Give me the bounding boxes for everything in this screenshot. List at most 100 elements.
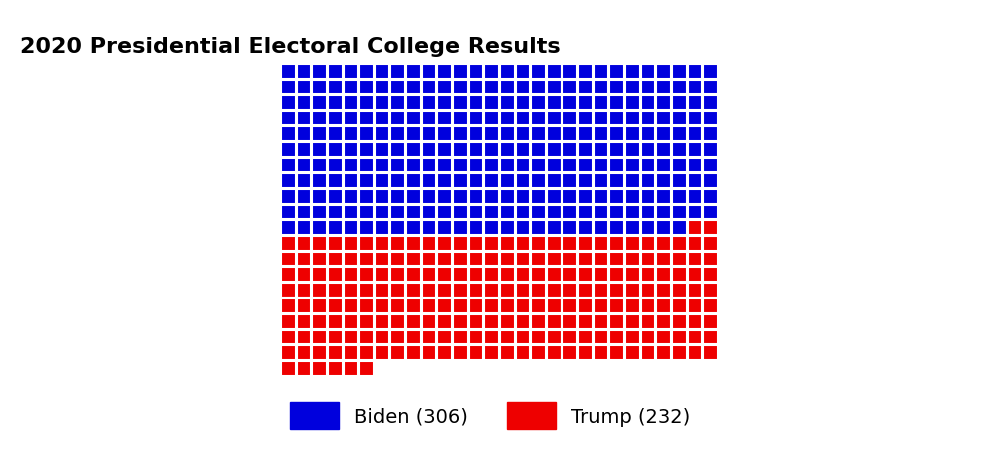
- Bar: [515, 96, 530, 111]
- Bar: [313, 346, 327, 360]
- Bar: [547, 80, 562, 95]
- Bar: [421, 112, 436, 126]
- Bar: [531, 221, 546, 235]
- Bar: [657, 143, 671, 157]
- Bar: [437, 158, 452, 173]
- Bar: [625, 205, 640, 220]
- Bar: [687, 252, 702, 267]
- Bar: [657, 283, 671, 298]
- Bar: [469, 143, 484, 157]
- Bar: [297, 299, 312, 313]
- Bar: [485, 127, 499, 142]
- Bar: [469, 127, 484, 142]
- Bar: [579, 65, 592, 79]
- Bar: [515, 80, 530, 95]
- Bar: [313, 205, 327, 220]
- Bar: [579, 283, 592, 298]
- Bar: [375, 174, 390, 189]
- Bar: [328, 221, 342, 235]
- Bar: [657, 96, 671, 111]
- Bar: [657, 205, 671, 220]
- Bar: [563, 221, 578, 235]
- Bar: [421, 174, 436, 189]
- Bar: [453, 80, 468, 95]
- Bar: [485, 205, 499, 220]
- Bar: [297, 361, 312, 376]
- Bar: [579, 190, 592, 204]
- Bar: [625, 299, 640, 313]
- Bar: [453, 143, 468, 157]
- Bar: [687, 190, 702, 204]
- Bar: [343, 205, 358, 220]
- Bar: [469, 283, 484, 298]
- Bar: [281, 127, 296, 142]
- Bar: [469, 346, 484, 360]
- Bar: [657, 299, 671, 313]
- Bar: [657, 346, 671, 360]
- Bar: [531, 314, 546, 329]
- Bar: [703, 346, 718, 360]
- Bar: [485, 268, 499, 282]
- Bar: [547, 96, 562, 111]
- Bar: [672, 158, 686, 173]
- Bar: [593, 346, 608, 360]
- Bar: [328, 190, 342, 204]
- Bar: [391, 190, 405, 204]
- Bar: [313, 252, 327, 267]
- Bar: [547, 236, 562, 251]
- Bar: [625, 127, 640, 142]
- Bar: [563, 330, 578, 345]
- Bar: [485, 65, 499, 79]
- Bar: [531, 112, 546, 126]
- Bar: [375, 65, 390, 79]
- Bar: [469, 314, 484, 329]
- Bar: [281, 268, 296, 282]
- Bar: [359, 314, 374, 329]
- Bar: [531, 330, 546, 345]
- Bar: [343, 314, 358, 329]
- Bar: [703, 252, 718, 267]
- Bar: [531, 252, 546, 267]
- Bar: [391, 346, 405, 360]
- Bar: [453, 65, 468, 79]
- Bar: [641, 221, 656, 235]
- Bar: [421, 205, 436, 220]
- Bar: [625, 174, 640, 189]
- Bar: [687, 65, 702, 79]
- Bar: [421, 299, 436, 313]
- Bar: [328, 205, 342, 220]
- Bar: [453, 174, 468, 189]
- Bar: [421, 252, 436, 267]
- Bar: [687, 346, 702, 360]
- Bar: [657, 314, 671, 329]
- Bar: [625, 96, 640, 111]
- Bar: [609, 127, 624, 142]
- Bar: [657, 65, 671, 79]
- Bar: [593, 221, 608, 235]
- Bar: [547, 65, 562, 79]
- Bar: [469, 158, 484, 173]
- Bar: [625, 346, 640, 360]
- Bar: [281, 158, 296, 173]
- Bar: [579, 221, 592, 235]
- Bar: [375, 112, 390, 126]
- Bar: [313, 190, 327, 204]
- Bar: [437, 346, 452, 360]
- Bar: [547, 158, 562, 173]
- Bar: [328, 80, 342, 95]
- Bar: [609, 346, 624, 360]
- Bar: [437, 112, 452, 126]
- Bar: [703, 236, 718, 251]
- Bar: [437, 174, 452, 189]
- Bar: [453, 268, 468, 282]
- Bar: [499, 112, 514, 126]
- Bar: [297, 143, 312, 157]
- Bar: [593, 80, 608, 95]
- Bar: [421, 236, 436, 251]
- Bar: [657, 127, 671, 142]
- Bar: [593, 65, 608, 79]
- Bar: [672, 143, 686, 157]
- Bar: [515, 112, 530, 126]
- Bar: [531, 205, 546, 220]
- Bar: [641, 299, 656, 313]
